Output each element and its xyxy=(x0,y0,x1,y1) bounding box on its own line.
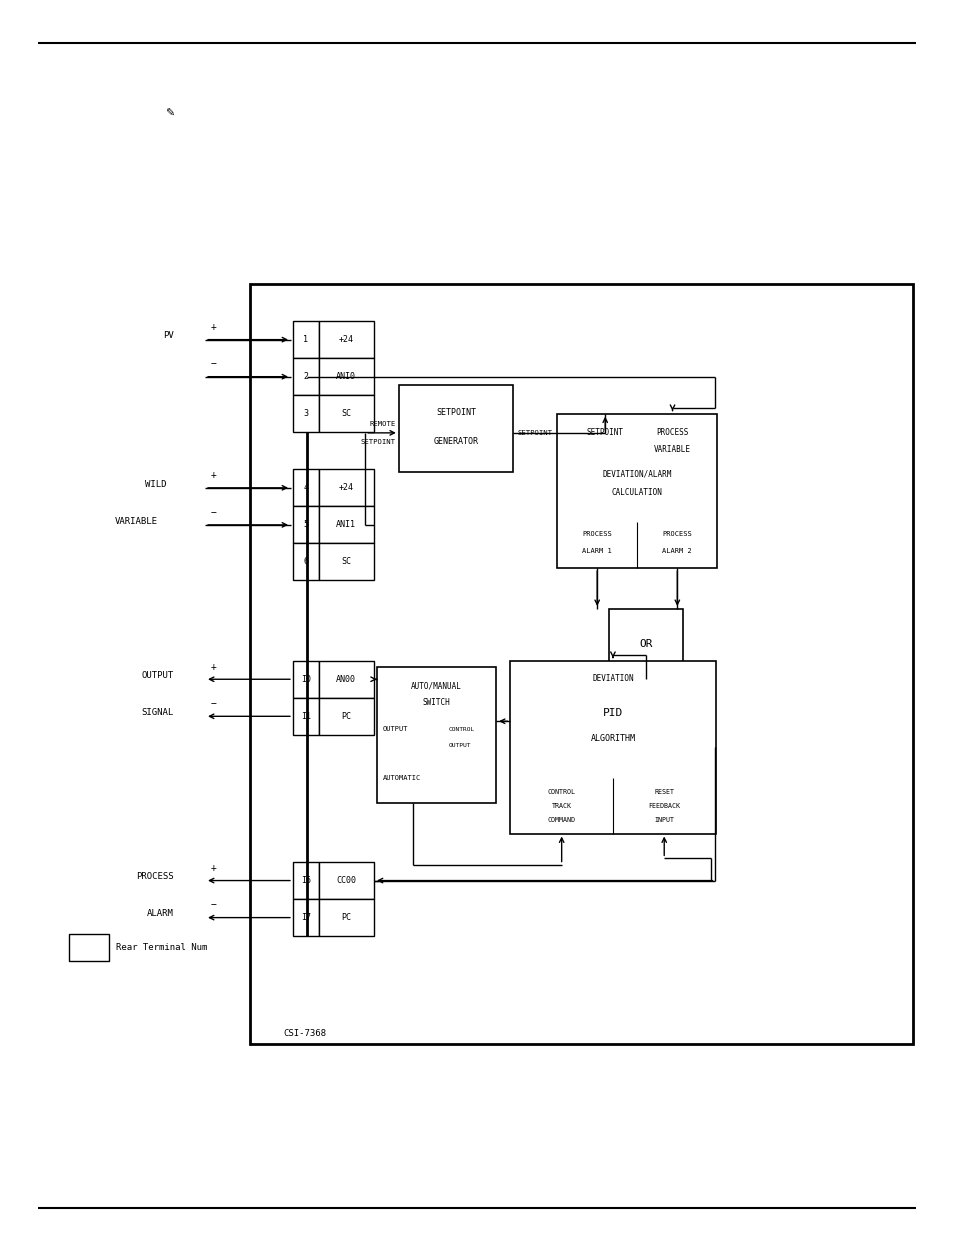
Bar xyxy=(69,934,109,961)
Text: 6: 6 xyxy=(303,557,308,567)
Text: SETPOINT: SETPOINT xyxy=(436,409,476,417)
Text: PROCESS: PROCESS xyxy=(656,427,688,437)
Bar xyxy=(398,385,513,472)
Text: 2: 2 xyxy=(303,372,308,382)
Text: SETPOINT: SETPOINT xyxy=(360,438,395,445)
Text: CALCULATION: CALCULATION xyxy=(611,488,662,496)
Text: −: − xyxy=(211,508,216,517)
Bar xyxy=(293,862,318,899)
Text: 5: 5 xyxy=(303,520,308,530)
Text: ✎: ✎ xyxy=(165,109,174,119)
Text: OUTPUT: OUTPUT xyxy=(382,726,408,732)
Bar xyxy=(318,543,374,580)
Bar xyxy=(293,543,318,580)
Bar xyxy=(250,284,912,1044)
Text: PV: PV xyxy=(163,331,173,341)
Bar xyxy=(293,395,318,432)
Text: SC: SC xyxy=(341,557,351,567)
Text: ANI1: ANI1 xyxy=(336,520,355,530)
Text: ALARM: ALARM xyxy=(147,909,173,919)
Text: DEVIATION: DEVIATION xyxy=(592,673,633,683)
Text: DEVIATION/ALARM: DEVIATION/ALARM xyxy=(602,469,671,478)
Text: OUTPUT: OUTPUT xyxy=(448,743,471,748)
Text: GENERATOR: GENERATOR xyxy=(433,437,478,446)
Bar xyxy=(376,667,496,803)
Text: ANI0: ANI0 xyxy=(336,372,355,382)
Bar xyxy=(293,698,318,735)
Text: ALARM 1: ALARM 1 xyxy=(581,548,612,555)
Text: ALGORITHM: ALGORITHM xyxy=(590,734,635,743)
Bar xyxy=(293,899,318,936)
Text: CC00: CC00 xyxy=(336,876,355,885)
Text: CSI-7368: CSI-7368 xyxy=(283,1029,327,1039)
Text: AN00: AN00 xyxy=(336,674,355,684)
Bar xyxy=(293,358,318,395)
Text: PROCESS: PROCESS xyxy=(581,531,612,537)
Text: PID: PID xyxy=(602,708,622,718)
Text: −: − xyxy=(211,359,216,369)
Bar xyxy=(318,395,374,432)
Text: PROCESS: PROCESS xyxy=(136,872,173,882)
Text: I0: I0 xyxy=(300,674,311,684)
Text: −: − xyxy=(211,900,216,910)
Text: 3: 3 xyxy=(303,409,308,419)
Bar xyxy=(318,661,374,698)
Text: RESET: RESET xyxy=(654,789,674,795)
Text: CONTROL: CONTROL xyxy=(547,789,575,795)
Text: −: − xyxy=(211,699,216,709)
Text: +: + xyxy=(211,662,216,672)
Text: ALARM 2: ALARM 2 xyxy=(661,548,692,555)
Text: I7: I7 xyxy=(300,913,311,923)
Text: Rear Terminal Num: Rear Terminal Num xyxy=(116,942,208,952)
Text: SIGNAL: SIGNAL xyxy=(141,708,173,718)
Text: VARIABLE: VARIABLE xyxy=(654,445,690,453)
Bar xyxy=(318,321,374,358)
Bar xyxy=(318,862,374,899)
Text: +24: +24 xyxy=(338,335,354,345)
Text: +: + xyxy=(211,863,216,873)
Text: TRACK: TRACK xyxy=(551,803,571,809)
Text: SC: SC xyxy=(341,409,351,419)
Text: CONTROL: CONTROL xyxy=(448,727,475,732)
Text: 4: 4 xyxy=(303,483,308,493)
Text: +: + xyxy=(211,322,216,332)
Bar xyxy=(293,506,318,543)
Bar xyxy=(293,321,318,358)
Bar xyxy=(293,469,318,506)
Text: PC: PC xyxy=(341,913,351,923)
Text: FEEDBACK: FEEDBACK xyxy=(647,803,679,809)
Bar xyxy=(318,506,374,543)
Bar xyxy=(318,358,374,395)
Text: OUTPUT: OUTPUT xyxy=(141,671,173,680)
Bar xyxy=(293,661,318,698)
Bar xyxy=(318,899,374,936)
Text: COMMAND: COMMAND xyxy=(547,816,575,823)
Text: PC: PC xyxy=(341,711,351,721)
Text: +: + xyxy=(211,471,216,480)
Text: I1: I1 xyxy=(300,711,311,721)
Bar xyxy=(510,661,715,834)
Text: SETPOINT: SETPOINT xyxy=(517,430,552,436)
Bar xyxy=(557,414,717,568)
Text: I6: I6 xyxy=(300,876,311,885)
Bar xyxy=(608,609,682,679)
Text: INPUT: INPUT xyxy=(654,816,674,823)
Text: 1: 1 xyxy=(303,335,308,345)
Text: SETPOINT: SETPOINT xyxy=(586,427,623,437)
Text: +24: +24 xyxy=(338,483,354,493)
Bar xyxy=(318,469,374,506)
Text: WILD: WILD xyxy=(145,479,167,489)
Text: AUTOMATIC: AUTOMATIC xyxy=(382,776,420,782)
Text: REMOTE: REMOTE xyxy=(369,421,395,427)
Text: AUTO/MANUAL: AUTO/MANUAL xyxy=(411,682,461,690)
Text: PROCESS: PROCESS xyxy=(661,531,692,537)
Text: SWITCH: SWITCH xyxy=(422,698,450,706)
Bar xyxy=(318,698,374,735)
Text: OR: OR xyxy=(639,638,652,650)
Text: VARIABLE: VARIABLE xyxy=(114,516,157,526)
